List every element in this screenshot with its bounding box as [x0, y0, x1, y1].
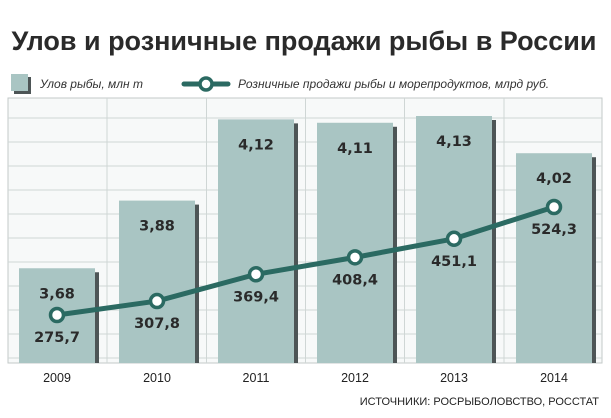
- line-value-label: 369,4: [233, 289, 279, 305]
- bar: [516, 153, 592, 363]
- bar-value-label: 3,88: [139, 219, 175, 235]
- line-value-label: 275,7: [34, 330, 80, 346]
- line-value-label: 524,3: [531, 222, 577, 238]
- legend-bar-label: Улов рыбы, млн т: [39, 77, 143, 91]
- bar-series: [19, 116, 596, 363]
- source-note: ИСТОЧНИКИ: РОСРЫБОЛОВСТВО, РОССТАТ: [360, 396, 600, 408]
- series-line: [54, 204, 557, 318]
- line-marker: [148, 292, 166, 310]
- bar-value-label: 4,11: [337, 141, 373, 157]
- bar: [218, 119, 294, 363]
- line-marker: [445, 230, 463, 248]
- bar-value-label: 3,68: [39, 286, 75, 302]
- legend-bar-swatch: [11, 74, 28, 91]
- bar-value-label: 4,02: [536, 171, 572, 187]
- bar: [119, 200, 195, 363]
- bar-value-labels: 3,68 3,88 4,12 4,11 4,13 4,02: [39, 134, 572, 302]
- line-value-labels: 275,7 307,8 369,4 408,4 451,1 524,3: [34, 222, 577, 346]
- line-marker: [48, 306, 66, 324]
- line-series: [48, 198, 563, 324]
- line-value-label: 307,8: [134, 316, 180, 332]
- x-tick-label: 2010: [143, 371, 171, 385]
- x-tick-label: 2012: [341, 371, 369, 385]
- x-tick-label: 2013: [440, 371, 468, 385]
- chart-title: Улов и розничные продажи рыбы в России: [11, 26, 596, 56]
- legend: Улов рыбы, млн т Розничные продажи рыбы …: [11, 74, 549, 94]
- bar-value-label: 4,12: [238, 137, 274, 153]
- x-axis-ticks: 2009 2010 2011 2012 2013 2014: [43, 371, 568, 385]
- x-tick-label: 2014: [540, 371, 568, 385]
- line-marker: [545, 198, 563, 216]
- line-value-label: 408,4: [332, 272, 378, 288]
- x-tick-label: 2009: [43, 371, 71, 385]
- x-tick-label: 2011: [243, 371, 270, 385]
- line-value-label: 451,1: [431, 254, 477, 270]
- plot-frame: [7, 97, 603, 364]
- bar-value-label: 4,13: [436, 134, 472, 150]
- line-marker: [247, 266, 265, 283]
- bar: [317, 122, 393, 363]
- legend-line-label: Розничные продажи рыбы и морепродуктов, …: [238, 77, 549, 91]
- legend-line-marker: [198, 76, 214, 92]
- line-marker: [346, 249, 364, 266]
